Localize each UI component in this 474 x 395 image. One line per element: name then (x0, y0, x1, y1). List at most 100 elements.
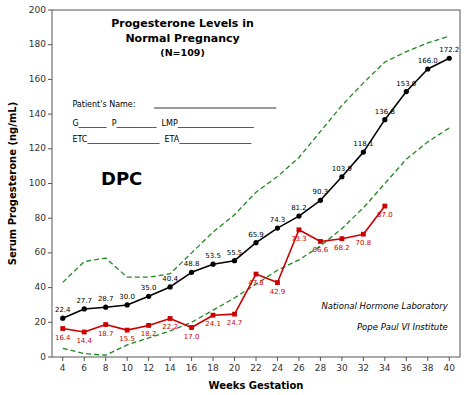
data-label: 55.5 (227, 249, 243, 257)
data-label: 30.0 (119, 293, 135, 301)
point-marker (60, 326, 65, 331)
annotation: Patient's Name: (72, 100, 135, 109)
x-tick (170, 357, 171, 361)
data-label: 27.7 (76, 297, 92, 305)
point-marker (103, 322, 108, 327)
point-marker (404, 89, 409, 94)
point-marker (447, 56, 452, 61)
data-label: 22.4 (55, 306, 71, 314)
point-marker (275, 225, 280, 230)
y-tick (48, 79, 52, 80)
point-marker (339, 236, 344, 241)
point-marker (425, 66, 430, 71)
title: Progesterone Levels in (111, 17, 254, 30)
data-label: 22.2 (162, 323, 178, 331)
y-tick (48, 252, 52, 253)
y-tick-label: 40 (35, 282, 47, 292)
point-marker (382, 204, 387, 209)
series-line (63, 36, 450, 282)
y-axis-label: Serum Progesterone (ng/mL) (7, 102, 18, 266)
x-tick-label: 16 (186, 363, 198, 373)
data-label: 48.8 (184, 260, 200, 268)
x-tick (127, 357, 128, 361)
x-tick-label: 36 (401, 363, 413, 373)
x-tick-label: 32 (358, 363, 369, 373)
y-tick-label: 0 (40, 352, 46, 362)
y-tick (48, 44, 52, 45)
data-label: 24.1 (205, 320, 221, 328)
series-line (63, 58, 450, 318)
data-label: 47.8 (248, 279, 264, 287)
point-marker (318, 239, 323, 244)
data-label: 153.0 (396, 80, 416, 88)
data-label: 166.0 (418, 57, 438, 65)
data-label: 118.1 (353, 140, 373, 148)
point-marker (361, 232, 366, 237)
point-marker (361, 149, 366, 154)
x-tick (191, 357, 192, 361)
point-marker (254, 272, 259, 277)
x-tick-label: 28 (315, 363, 327, 373)
point-marker (103, 305, 108, 310)
data-label: 53.5 (205, 252, 221, 260)
x-tick-label: 30 (336, 363, 348, 373)
y-tick-label: 60 (35, 247, 47, 257)
data-label: 103.9 (332, 165, 352, 173)
x-tick-label: 10 (121, 363, 133, 373)
x-tick-label: 4 (60, 363, 66, 373)
y-tick-label: 80 (35, 213, 47, 223)
data-label: 68.2 (334, 244, 350, 252)
y-tick-label: 200 (29, 5, 46, 15)
x-tick (427, 357, 428, 361)
y-tick-label: 20 (35, 317, 47, 327)
y-tick (48, 322, 52, 323)
x-axis-label: Weeks Gestation (209, 380, 304, 391)
data-label: 15.5 (119, 335, 135, 343)
data-label: 14.4 (76, 337, 92, 345)
data-label: 18.7 (98, 330, 114, 338)
series-line (63, 128, 450, 355)
underline (154, 108, 276, 109)
x-tick (320, 357, 321, 361)
x-tick (84, 357, 85, 361)
y-tick-label: 100 (29, 178, 46, 188)
x-tick (384, 357, 385, 361)
series-group (60, 36, 452, 355)
x-tick-label: 14 (164, 363, 176, 373)
x-tick (363, 357, 364, 361)
x-tick-label: 40 (444, 363, 456, 373)
point-marker (318, 198, 323, 203)
x-tick-label: 20 (229, 363, 241, 373)
plot-frame (52, 10, 460, 357)
y-tick (48, 287, 52, 288)
point-marker (296, 214, 301, 219)
point-marker (82, 306, 87, 311)
data-label: 35.0 (141, 284, 157, 292)
point-marker (82, 330, 87, 335)
x-tick-label: 26 (293, 363, 305, 373)
y-tick-label: 180 (29, 39, 46, 49)
point-marker (168, 316, 173, 321)
series-line (63, 206, 385, 332)
data-label: 16.4 (55, 334, 71, 342)
point-marker (146, 323, 151, 328)
title: Normal Pregnancy (125, 32, 239, 45)
x-tick (298, 357, 299, 361)
x-tick (62, 357, 63, 361)
x-tick-label: 12 (143, 363, 154, 373)
data-label: 74.3 (270, 216, 286, 224)
point-marker (382, 117, 387, 122)
y-tick (48, 218, 52, 219)
x-tick-label: 8 (103, 363, 109, 373)
annotation: G_______ P__________ LMP________________… (72, 119, 254, 128)
point-marker (297, 227, 302, 232)
data-label: 73.3 (291, 235, 307, 243)
x-tick (213, 357, 214, 361)
x-tick-label: 6 (81, 363, 87, 373)
subtitle: (N=109) (160, 47, 204, 58)
data-label: 40.4 (162, 275, 178, 283)
point-marker (210, 262, 215, 267)
annotation: Pope Paul VI Institute (357, 322, 448, 332)
x-tick (256, 357, 257, 361)
x-tick (449, 357, 450, 361)
